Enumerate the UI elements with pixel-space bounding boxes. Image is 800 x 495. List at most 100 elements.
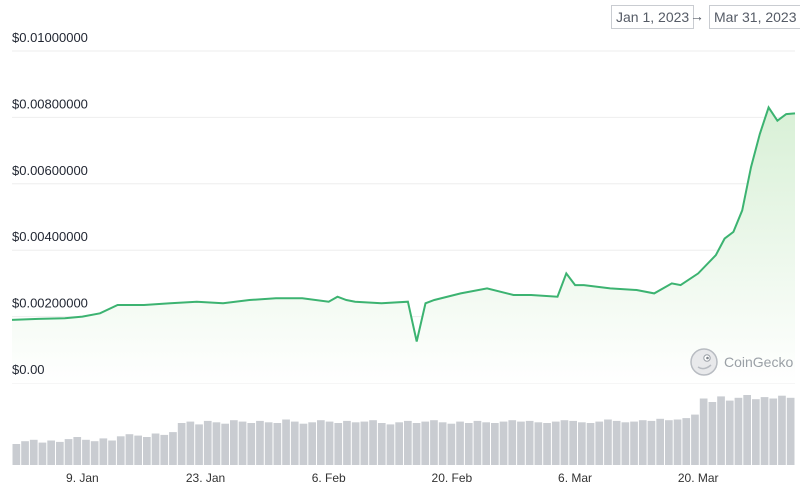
volume-bar bbox=[656, 418, 664, 465]
volume-bars bbox=[12, 395, 795, 465]
coingecko-watermark: CoinGecko bbox=[690, 348, 793, 376]
volume-bar bbox=[621, 422, 630, 465]
x-tick-label: 9. Jan bbox=[66, 471, 99, 485]
volume-bar bbox=[64, 439, 73, 465]
volume-bar bbox=[734, 397, 743, 465]
volume-bar bbox=[282, 419, 290, 465]
date-range-arrow-icon: → bbox=[690, 8, 704, 24]
volume-bar bbox=[317, 420, 325, 465]
x-tick-label: 20. Mar bbox=[678, 471, 719, 485]
volume-bar bbox=[717, 396, 725, 465]
y-tick-label: $0.00400000 bbox=[12, 229, 88, 244]
volume-bar bbox=[525, 420, 534, 465]
x-axis-ticks: 9. Jan 23. Jan 6. Feb 20. Feb 6. Mar 20. Mar bbox=[66, 471, 719, 485]
volume-bar bbox=[195, 424, 203, 465]
volume-bar bbox=[551, 421, 560, 465]
volume-bar bbox=[682, 418, 691, 465]
volume-bar bbox=[186, 421, 195, 465]
volume-bar bbox=[630, 421, 638, 465]
volume-bar bbox=[351, 422, 360, 465]
volume-bar bbox=[264, 422, 273, 465]
price-area-fill bbox=[12, 107, 795, 384]
volume-bar bbox=[769, 398, 778, 465]
volume-bar bbox=[438, 422, 447, 465]
volume-bar bbox=[212, 422, 221, 465]
volume-bar bbox=[299, 423, 308, 465]
x-tick-label: 23. Jan bbox=[186, 471, 225, 485]
volume-bar bbox=[673, 419, 682, 465]
volume-bar bbox=[360, 421, 369, 465]
volume-bar bbox=[221, 423, 229, 465]
volume-bar bbox=[473, 420, 482, 465]
volume-bar bbox=[760, 397, 769, 465]
y-tick-label: $0.00200000 bbox=[12, 296, 88, 311]
volume-bar bbox=[638, 420, 647, 465]
volume-bar bbox=[543, 423, 551, 465]
volume-bar bbox=[725, 400, 734, 465]
volume-bar bbox=[647, 420, 656, 465]
volume-bar bbox=[612, 420, 621, 465]
volume-bar bbox=[125, 434, 134, 465]
gecko-logo-icon bbox=[690, 348, 718, 376]
y-tick-label: $0.00800000 bbox=[12, 96, 88, 111]
volume-bar bbox=[377, 423, 386, 465]
volume-bar bbox=[691, 414, 699, 465]
volume-bar bbox=[256, 420, 264, 465]
volume-bar bbox=[343, 420, 351, 465]
volume-bar bbox=[56, 441, 64, 465]
volume-bar bbox=[560, 420, 569, 465]
volume-bar bbox=[203, 420, 212, 465]
volume-bar bbox=[786, 397, 795, 465]
volume-bar bbox=[134, 435, 142, 465]
price-line[interactable] bbox=[11, 105, 796, 342]
volume-bar bbox=[708, 402, 717, 465]
volume-bar bbox=[386, 424, 395, 465]
y-tick-label: $0.00 bbox=[12, 362, 45, 377]
y-tick-label: $0.01000000 bbox=[12, 30, 88, 45]
date-range-end[interactable]: Mar 31, 2023 bbox=[709, 5, 800, 29]
volume-bar bbox=[169, 432, 177, 465]
volume-bar bbox=[325, 421, 334, 465]
x-tick-label: 20. Feb bbox=[432, 471, 473, 485]
volume-bar bbox=[12, 444, 21, 465]
volume-bar bbox=[334, 423, 343, 465]
volume-bar bbox=[595, 421, 604, 465]
volume-bar bbox=[534, 422, 543, 465]
volume-bar bbox=[508, 420, 517, 465]
volume-bar bbox=[586, 423, 595, 465]
volume-bar bbox=[82, 439, 90, 465]
y-tick-label: $0.00600000 bbox=[12, 163, 88, 178]
volume-bar bbox=[778, 395, 786, 465]
volume-bar bbox=[247, 423, 256, 465]
volume-bar bbox=[273, 423, 282, 465]
volume-bar bbox=[290, 421, 299, 465]
volume-bar bbox=[151, 433, 160, 465]
volume-bar bbox=[230, 420, 238, 465]
volume-bar bbox=[578, 422, 586, 465]
volume-bar bbox=[308, 422, 316, 465]
volume-bar bbox=[699, 398, 708, 465]
volume-bar bbox=[108, 440, 116, 465]
volume-bar bbox=[491, 423, 499, 465]
volume-bar bbox=[447, 423, 456, 465]
volume-bar bbox=[517, 421, 525, 465]
watermark-label: CoinGecko bbox=[724, 354, 794, 370]
volume-bar bbox=[369, 420, 377, 465]
volume-bar bbox=[499, 421, 508, 465]
volume-bar bbox=[743, 395, 751, 465]
volume-bar bbox=[412, 423, 421, 465]
date-range-start[interactable]: Jan 1, 2023 bbox=[611, 5, 695, 29]
volume-bar bbox=[395, 422, 403, 465]
volume-bar bbox=[21, 441, 29, 465]
volume-bar bbox=[143, 437, 151, 465]
volume-bar bbox=[430, 420, 438, 465]
volume-bar bbox=[456, 421, 464, 465]
volume-bar bbox=[116, 436, 125, 465]
volume-bar bbox=[73, 437, 82, 465]
volume-bar bbox=[665, 420, 673, 465]
x-tick-label: 6. Feb bbox=[312, 471, 346, 485]
volume-bar bbox=[482, 422, 490, 465]
volume-bar bbox=[47, 440, 55, 465]
y-axis-ticks: $0.00 $0.00200000 $0.00400000 $0.00600000 $0… bbox=[12, 30, 88, 377]
